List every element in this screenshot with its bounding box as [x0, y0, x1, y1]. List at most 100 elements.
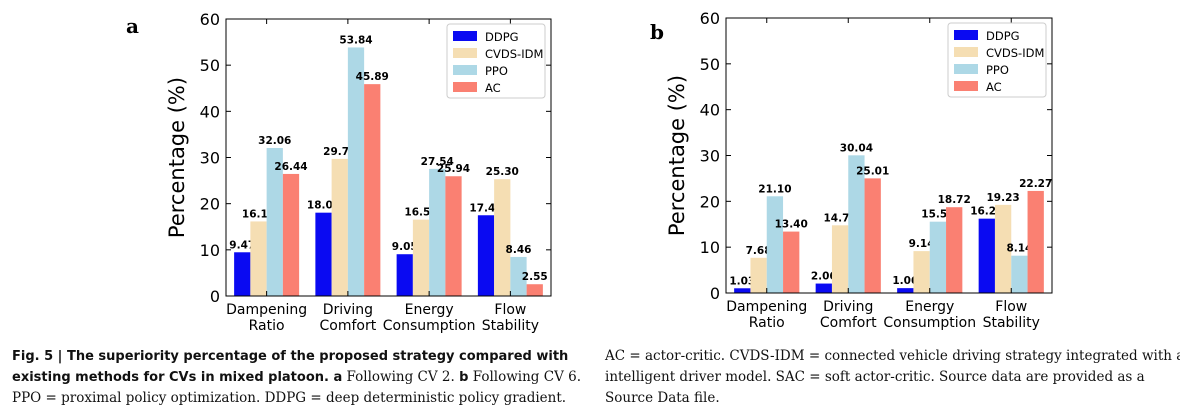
x-tick-label-3-0: Flow	[494, 302, 526, 318]
x-tick-label-3-1: Stability	[482, 318, 539, 334]
data-label-ddpg-0: 1.03	[729, 275, 755, 287]
y-tick-label-6: 60	[200, 10, 220, 29]
data-label-ac-3: 22.27	[1019, 178, 1052, 190]
x-tick-label-3-1: Stability	[983, 315, 1040, 331]
y-tick-label-1: 10	[700, 238, 720, 257]
bar-ac-1	[864, 178, 881, 293]
bar-ac-2	[946, 207, 963, 293]
legend-label-ddpg: DDPG	[485, 30, 519, 44]
caption-line-2: existing methods for CVs in mixed platoo…	[12, 369, 581, 385]
legend-swatch-cvds-idm	[453, 48, 477, 58]
data-label-ppo-0: 32.06	[258, 135, 291, 147]
x-tick-label-1-1: Comfort	[320, 318, 377, 334]
bar-ac-0	[783, 231, 800, 293]
caption-line-3: PPO = proximal policy optimization. DDPG…	[12, 390, 567, 406]
y-tick-label-3: 30	[700, 147, 720, 166]
bar-cvds-idm-3	[994, 204, 1012, 293]
data-label-ac-0: 13.40	[775, 219, 808, 231]
legend-label-cvds-idm: CVDS-IDM	[485, 47, 543, 61]
legend-swatch-ac	[453, 82, 477, 92]
legend-label-ppo: PPO	[485, 64, 508, 78]
data-label-ppo-0: 21.10	[758, 183, 791, 195]
bar-ac-3	[1027, 190, 1044, 293]
legend-label-ddpg: DDPG	[986, 29, 1020, 43]
x-tick-label-0-1: Ratio	[249, 318, 285, 334]
legend-label-ac: AC	[986, 80, 1002, 94]
legend-swatch-ddpg	[954, 30, 978, 40]
bar-ppo-2	[929, 221, 947, 293]
legend-swatch-ppo	[453, 65, 477, 75]
bar-cvds-idm-1	[331, 158, 348, 296]
y-tick-label-4: 40	[700, 101, 720, 120]
y-tick-label-3: 30	[200, 149, 220, 168]
data-label-ac-2: 18.72	[938, 194, 971, 206]
y-tick-label-0: 0	[210, 287, 220, 306]
bar-ddpg-2	[396, 254, 413, 296]
bar-ddpg-1	[815, 283, 832, 293]
y-tick-label-2: 20	[700, 192, 720, 211]
data-label-ppo-1: 30.04	[840, 142, 873, 154]
panel-label-b: b	[650, 20, 664, 44]
legend-box	[947, 22, 1047, 98]
bar-ddpg-0	[734, 288, 751, 293]
figure-caption-left: Fig. 5 | The superiority percentage of t…	[12, 346, 581, 409]
data-label-cvds-idm-3: 19.23	[986, 192, 1019, 204]
bar-cvds-idm-2	[913, 251, 930, 293]
bar-ppo-0	[266, 147, 283, 296]
bar-cvds-idm-0	[250, 221, 267, 296]
x-tick-label-0-0: Dampening	[726, 299, 807, 315]
y-tick-label-2: 20	[200, 195, 220, 214]
data-label-ppo-1: 53.84	[339, 34, 372, 46]
legend-swatch-cvds-idm	[954, 47, 978, 57]
data-label-ac-3: 2.55	[522, 271, 548, 283]
bar-ddpg-0	[234, 252, 251, 296]
caption-right-line-2: intelligent driver model. SAC = soft act…	[605, 369, 1145, 385]
caption-right-line-1: AC = actor-critic. CVDS-IDM = connected …	[605, 348, 1180, 364]
data-label-ppo-3: 8.14	[1006, 243, 1032, 255]
y-tick-label-5: 50	[700, 55, 720, 74]
data-label-ddpg-1: 2.06	[811, 271, 837, 283]
legend-label-ppo: PPO	[986, 63, 1009, 77]
x-tick-label-0-0: Dampening	[226, 302, 307, 318]
x-tick-label-2-0: Energy	[405, 302, 454, 318]
data-label-cvds-idm-3: 25.30	[486, 166, 519, 178]
bar-ppo-1	[848, 155, 865, 293]
y-axis-label: Percentage (%)	[665, 75, 689, 236]
bar-ppo-2	[429, 168, 446, 296]
bar-ppo-3	[1011, 255, 1028, 293]
legend-swatch-ddpg	[453, 31, 477, 41]
data-label-ac-2: 25.94	[437, 163, 470, 175]
caption-line-1: Fig. 5 | The superiority percentage of t…	[12, 349, 569, 364]
bar-ac-0	[282, 173, 300, 296]
bar-cvds-idm-0	[750, 257, 767, 293]
x-tick-label-1-0: Driving	[323, 302, 373, 318]
data-label-ac-1: 45.89	[356, 71, 389, 83]
bar-ppo-0	[766, 196, 784, 293]
data-label-ddpg-2: 1.06	[892, 275, 918, 287]
data-label-ddpg-2: 9.05	[392, 241, 418, 253]
bar-ac-2	[445, 176, 462, 296]
legend-label-ac: AC	[485, 81, 501, 95]
data-label-cvds-idm-2: 9.14	[909, 238, 935, 250]
data-label-ddpg-0: 9.47	[229, 239, 255, 251]
bar-cvds-idm-1	[831, 225, 849, 293]
x-tick-label-2-1: Consumption	[383, 318, 476, 334]
legend-box	[446, 23, 546, 99]
panel-label-a: a	[126, 14, 139, 38]
data-label-ac-1: 25.01	[856, 165, 889, 177]
bar-ddpg-3	[978, 218, 995, 293]
bar-ppo-3	[510, 256, 527, 296]
x-tick-label-2-1: Consumption	[883, 315, 976, 331]
legend-swatch-ac	[954, 81, 978, 91]
y-tick-label-0: 0	[710, 284, 720, 303]
bar-ddpg-3	[477, 215, 495, 296]
figure-caption-right: AC = actor-critic. CVDS-IDM = connected …	[605, 346, 1180, 409]
x-tick-label-1-1: Comfort	[820, 315, 877, 331]
y-tick-label-4: 40	[200, 102, 220, 121]
bar-ac-3	[526, 284, 543, 296]
caption-right-line-3: Source Data file.	[605, 390, 720, 406]
bar-cvds-idm-3	[494, 179, 511, 296]
data-label-ppo-2: 27.54	[421, 156, 454, 168]
